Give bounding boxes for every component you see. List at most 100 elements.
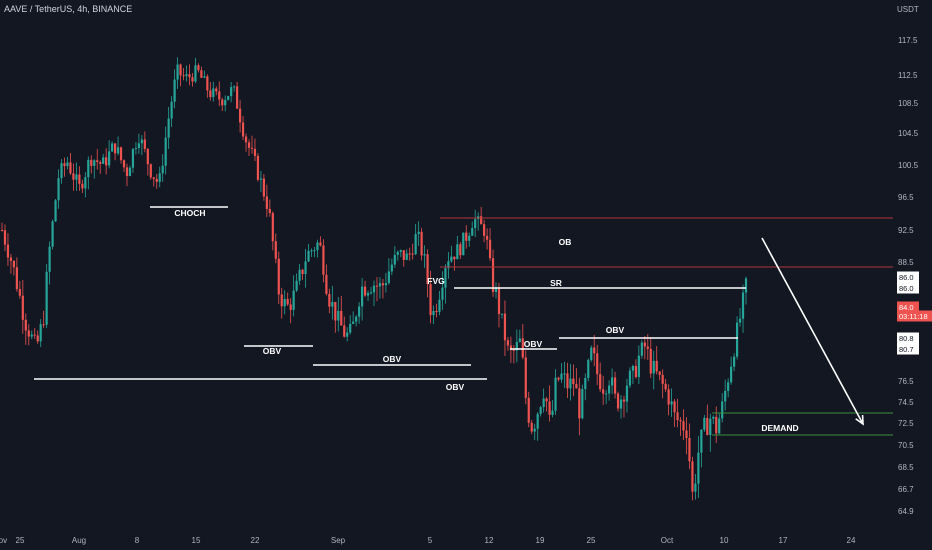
y-axis[interactable]: USDT 117.5 112.5 108.5 104.5 100.5 96.5 92.5 88.…: [897, 5, 919, 516]
candle-body: [241, 122, 245, 137]
candle-body: [539, 407, 542, 414]
candle-body: [527, 397, 530, 423]
candle-body: [188, 74, 191, 78]
x-tick-label: 24: [847, 536, 856, 545]
candle-body: [161, 165, 164, 174]
projection-arrow-shaft: [761, 237, 864, 425]
sr-annotation-label: SR: [550, 278, 562, 288]
candle-body: [268, 208, 271, 214]
candle-body: [6, 244, 10, 258]
candle-body: [349, 323, 352, 333]
candle-body: [233, 86, 236, 88]
candle-body: [468, 235, 471, 241]
candle-body: [616, 393, 620, 409]
candle-body: [491, 258, 495, 292]
y-tick-label: 76.5: [898, 377, 914, 386]
candle-body: [152, 177, 155, 179]
candle-body: [280, 294, 283, 307]
candle-body: [378, 283, 382, 287]
candle-body: [57, 178, 60, 201]
candle-body: [93, 160, 96, 166]
candle-body: [554, 377, 557, 411]
candle-body: [337, 310, 340, 321]
candle-body: [718, 418, 721, 434]
candle-body: [518, 338, 521, 343]
candle-body: [334, 301, 337, 321]
candle-body: [283, 299, 286, 307]
candle-body: [352, 321, 355, 324]
candle-body: [542, 398, 545, 408]
candle-body: [191, 77, 194, 82]
candle-body: [500, 313, 504, 315]
candle-body: [715, 416, 718, 434]
candle-body: [90, 159, 93, 166]
candle-body: [265, 196, 268, 209]
price-tag-label: 80.7: [899, 345, 914, 354]
candle-body: [658, 371, 661, 375]
x-tick-label: 15: [192, 536, 201, 545]
candle-body: [325, 274, 328, 294]
candle-body: [155, 178, 158, 182]
candle-body: [646, 346, 649, 349]
candle-body: [599, 374, 602, 390]
y-tick-label: 68.5: [898, 463, 914, 472]
x-tick-label: 19: [536, 536, 545, 545]
y-tick-label: 100.5: [898, 161, 919, 170]
x-tick-label: 10: [720, 536, 729, 545]
candle-body: [316, 242, 319, 251]
price-tag-label: 03:11:18: [899, 312, 928, 321]
candle-body: [584, 377, 587, 390]
candle-body: [143, 139, 146, 149]
candle-body: [48, 246, 51, 272]
candle-body: [131, 149, 135, 168]
candle-body: [536, 413, 539, 429]
candle-body: [664, 383, 667, 390]
candle-body: [622, 399, 626, 402]
candle-body: [438, 299, 441, 312]
candle-body: [682, 421, 685, 431]
annotations-layer[interactable]: CHOCH OBV OBV OBV OBV OBV FVG SR OB DEMAND: [34, 206, 893, 436]
candle-body: [51, 221, 54, 247]
candle-body: [393, 254, 396, 265]
candle-body: [119, 147, 123, 161]
candle-body: [369, 292, 373, 294]
price-tag-box: [897, 271, 919, 283]
candle-body: [548, 401, 551, 415]
candle-body: [569, 378, 572, 389]
candle-body: [578, 388, 581, 419]
obv-annotation-label: OBV: [606, 325, 625, 335]
candle-body: [596, 353, 599, 375]
price-tag-box: [897, 301, 919, 313]
price-tag-label: 80.8: [899, 334, 914, 343]
candle-body: [170, 101, 173, 119]
candle-body: [111, 143, 114, 152]
candle-body: [631, 365, 635, 371]
candle-body: [30, 334, 33, 337]
candle-body: [727, 382, 730, 391]
candle-body: [218, 91, 221, 100]
candle-body: [456, 244, 459, 260]
candle-body: [259, 178, 263, 180]
candle-body: [238, 108, 242, 123]
y-tick-label: 74.5: [898, 398, 914, 407]
candle-body: [99, 162, 102, 164]
candle-body: [709, 418, 712, 436]
x-tick-label: 5: [428, 536, 433, 545]
candle-body: [521, 338, 524, 358]
candle-body: [405, 253, 408, 260]
candle-body: [399, 250, 402, 252]
candle-body: [506, 340, 510, 346]
candle-body: [140, 139, 143, 144]
candle-body: [289, 304, 292, 310]
candle-body: [158, 173, 161, 182]
candle-body: [331, 301, 334, 307]
candle-body: [343, 325, 346, 337]
candle-body: [450, 256, 453, 262]
candle-body: [417, 231, 420, 235]
candle-body: [33, 334, 36, 336]
candle-body: [429, 284, 432, 316]
x-axis[interactable]: 25 Aug 8 15 22 Sep 5 12 19 25 Oct 10 17 24 Nov: [0, 536, 856, 545]
candle-body: [197, 65, 200, 71]
